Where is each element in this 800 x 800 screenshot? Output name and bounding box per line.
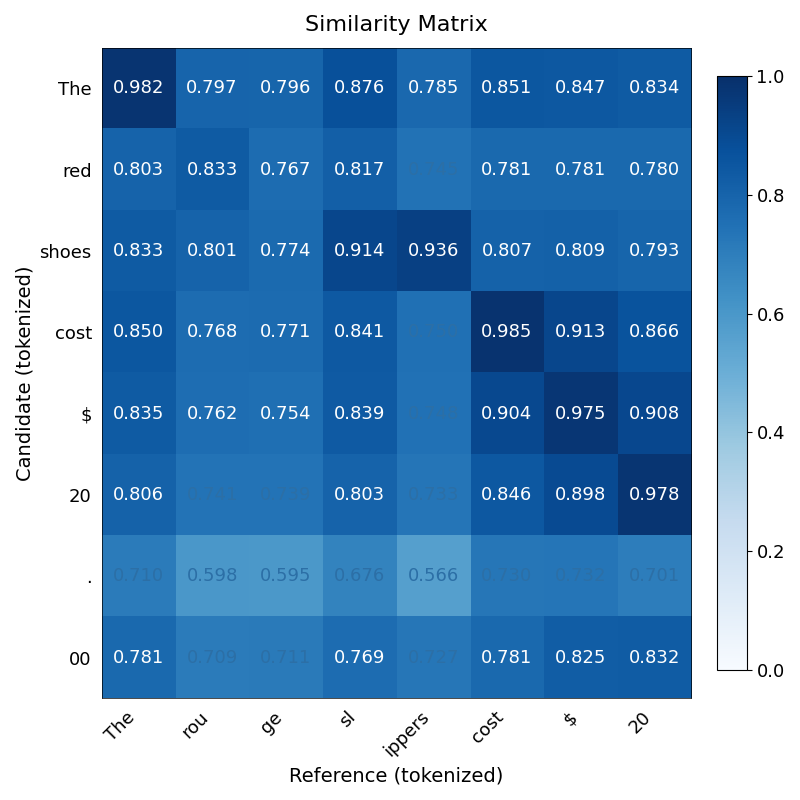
Text: 0.762: 0.762 bbox=[186, 405, 238, 422]
Text: 0.566: 0.566 bbox=[408, 567, 459, 586]
Text: 0.781: 0.781 bbox=[113, 649, 164, 666]
Text: 0.975: 0.975 bbox=[555, 405, 606, 422]
Text: 0.806: 0.806 bbox=[113, 486, 164, 504]
Text: 0.754: 0.754 bbox=[260, 405, 311, 422]
Text: 0.710: 0.710 bbox=[113, 567, 164, 586]
Text: 0.825: 0.825 bbox=[555, 649, 606, 666]
X-axis label: Reference (tokenized): Reference (tokenized) bbox=[290, 766, 503, 785]
Text: 0.745: 0.745 bbox=[407, 161, 459, 178]
Text: 0.769: 0.769 bbox=[334, 649, 386, 666]
Text: 0.851: 0.851 bbox=[482, 79, 533, 98]
Text: 0.741: 0.741 bbox=[186, 486, 238, 504]
Text: 0.807: 0.807 bbox=[482, 242, 533, 260]
Title: Similarity Matrix: Similarity Matrix bbox=[305, 15, 488, 35]
Text: 0.982: 0.982 bbox=[113, 79, 164, 98]
Text: 0.985: 0.985 bbox=[482, 323, 533, 342]
Text: 0.732: 0.732 bbox=[555, 567, 606, 586]
Text: 0.914: 0.914 bbox=[334, 242, 386, 260]
Text: 0.850: 0.850 bbox=[113, 323, 164, 342]
Text: 0.913: 0.913 bbox=[555, 323, 606, 342]
Text: 0.796: 0.796 bbox=[260, 79, 311, 98]
Text: 0.774: 0.774 bbox=[260, 242, 311, 260]
Text: 0.781: 0.781 bbox=[482, 161, 533, 178]
Text: 0.847: 0.847 bbox=[555, 79, 606, 98]
Text: 0.833: 0.833 bbox=[186, 161, 238, 178]
Text: 0.809: 0.809 bbox=[555, 242, 606, 260]
Y-axis label: Candidate (tokenized): Candidate (tokenized) bbox=[15, 266, 34, 481]
Text: 0.904: 0.904 bbox=[482, 405, 533, 422]
Text: 0.833: 0.833 bbox=[113, 242, 164, 260]
Text: 0.793: 0.793 bbox=[629, 242, 680, 260]
Text: 0.711: 0.711 bbox=[260, 649, 311, 666]
Text: 0.797: 0.797 bbox=[186, 79, 238, 98]
Text: 0.727: 0.727 bbox=[407, 649, 459, 666]
Text: 0.876: 0.876 bbox=[334, 79, 385, 98]
Text: 0.846: 0.846 bbox=[482, 486, 533, 504]
Text: 0.595: 0.595 bbox=[260, 567, 311, 586]
Text: 0.841: 0.841 bbox=[334, 323, 385, 342]
Text: 0.676: 0.676 bbox=[334, 567, 385, 586]
Text: 0.768: 0.768 bbox=[186, 323, 238, 342]
Text: 0.733: 0.733 bbox=[407, 486, 459, 504]
Text: 0.898: 0.898 bbox=[555, 486, 606, 504]
Text: 0.781: 0.781 bbox=[482, 649, 533, 666]
Text: 0.701: 0.701 bbox=[629, 567, 680, 586]
Text: 0.767: 0.767 bbox=[260, 161, 311, 178]
Text: 0.771: 0.771 bbox=[260, 323, 311, 342]
Text: 0.978: 0.978 bbox=[629, 486, 680, 504]
Text: 0.908: 0.908 bbox=[629, 405, 680, 422]
Text: 0.803: 0.803 bbox=[334, 486, 385, 504]
Text: 0.834: 0.834 bbox=[629, 79, 680, 98]
Text: 0.936: 0.936 bbox=[407, 242, 459, 260]
Text: 0.781: 0.781 bbox=[555, 161, 606, 178]
Text: 0.750: 0.750 bbox=[408, 323, 459, 342]
Text: 0.748: 0.748 bbox=[407, 405, 459, 422]
Text: 0.709: 0.709 bbox=[186, 649, 238, 666]
Text: 0.780: 0.780 bbox=[629, 161, 680, 178]
Text: 0.832: 0.832 bbox=[629, 649, 680, 666]
Text: 0.739: 0.739 bbox=[260, 486, 311, 504]
Text: 0.817: 0.817 bbox=[334, 161, 385, 178]
Text: 0.801: 0.801 bbox=[186, 242, 238, 260]
Text: 0.730: 0.730 bbox=[482, 567, 533, 586]
Text: 0.598: 0.598 bbox=[186, 567, 238, 586]
Text: 0.839: 0.839 bbox=[334, 405, 386, 422]
Text: 0.803: 0.803 bbox=[113, 161, 164, 178]
Text: 0.866: 0.866 bbox=[629, 323, 680, 342]
Text: 0.785: 0.785 bbox=[407, 79, 459, 98]
Text: 0.835: 0.835 bbox=[113, 405, 164, 422]
